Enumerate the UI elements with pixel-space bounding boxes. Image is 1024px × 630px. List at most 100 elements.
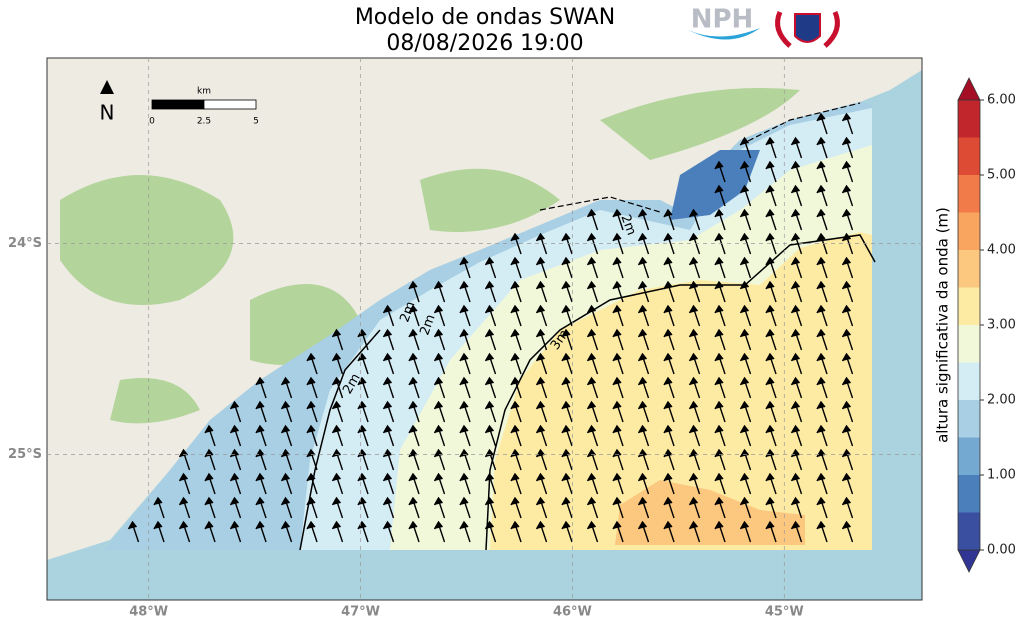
logo-nph: NPH [688, 5, 760, 40]
arrow [229, 400, 242, 423]
arrow [790, 400, 803, 423]
arrow [739, 304, 752, 327]
contour-label: 2m [617, 213, 638, 238]
north-arrow: N [100, 80, 115, 125]
arrow [586, 232, 599, 255]
arrow [688, 520, 701, 543]
arrow [714, 472, 726, 495]
north-label: N [100, 101, 115, 125]
arrow [688, 232, 701, 255]
colorbar-segment [958, 137, 980, 175]
arrow [459, 400, 471, 423]
arrow [637, 256, 650, 279]
band [490, 232, 872, 550]
colorbar-tick-label: 2.00 [987, 393, 1016, 408]
colorbar-label: altura significativa da onda (m) [934, 207, 952, 443]
colorbar-tick-label: 5.00 [987, 168, 1016, 183]
arrow [255, 424, 267, 447]
arrow [357, 352, 369, 375]
arrow [178, 472, 191, 495]
arrow [331, 520, 344, 543]
arrow [714, 520, 726, 543]
arrow [382, 520, 395, 543]
arrow [484, 400, 497, 423]
arrow [663, 496, 675, 519]
colorbar-segment [958, 400, 980, 438]
arrow [612, 472, 624, 495]
arrow [790, 256, 803, 279]
arrow [841, 472, 854, 495]
arrow [484, 256, 497, 279]
arrow [459, 280, 471, 303]
arrow [816, 424, 828, 447]
arrow [663, 232, 675, 255]
arrow [535, 376, 548, 399]
arrow [816, 112, 828, 135]
arrow [714, 256, 726, 279]
arrow [637, 304, 650, 327]
arrow [535, 304, 548, 327]
arrow [841, 160, 854, 183]
arrow [688, 424, 701, 447]
arrow [459, 472, 471, 495]
arrow [357, 328, 369, 351]
arrow [841, 520, 854, 543]
land [47, 58, 922, 560]
arrow [790, 208, 803, 231]
arrow [714, 424, 726, 447]
arrow [535, 232, 548, 255]
arrow [790, 496, 803, 519]
arrow [739, 400, 752, 423]
arrow [255, 400, 267, 423]
arrow [841, 328, 854, 351]
arrow [816, 304, 828, 327]
arrow [382, 496, 395, 519]
arrow [510, 520, 522, 543]
arrow [790, 136, 803, 159]
arrow [459, 376, 471, 399]
arrow [280, 496, 293, 519]
arrow [357, 496, 369, 519]
arrow [739, 328, 752, 351]
arrow [408, 472, 420, 495]
arrows [127, 112, 854, 543]
arrow [765, 208, 777, 231]
arrow [586, 400, 599, 423]
arrow [663, 376, 675, 399]
arrow [459, 448, 471, 471]
arrow [688, 472, 701, 495]
arrow [204, 520, 216, 543]
arrow [816, 472, 828, 495]
arrow [229, 472, 242, 495]
arrow [561, 304, 573, 327]
arrow [586, 448, 599, 471]
arrow [535, 424, 548, 447]
arrow [535, 472, 548, 495]
arrow [841, 280, 854, 303]
arrow [816, 280, 828, 303]
arrow [280, 520, 293, 543]
arrow [739, 208, 752, 231]
arrow [306, 424, 318, 447]
arrow [790, 376, 803, 399]
scale-tick-label: 0 [149, 117, 155, 127]
arrow [816, 328, 828, 351]
arrow [739, 280, 752, 303]
arrow [484, 280, 497, 303]
arrow [306, 472, 318, 495]
arrow [382, 400, 395, 423]
arrow [484, 304, 497, 327]
arrow [765, 160, 777, 183]
arrow [688, 352, 701, 375]
arrow [688, 328, 701, 351]
arrow [586, 496, 599, 519]
arrow [816, 520, 828, 543]
arrow [714, 328, 726, 351]
arrow [841, 184, 854, 207]
title-line: Modelo de ondas SWAN [355, 5, 615, 30]
arrow [535, 352, 548, 375]
arrow [586, 256, 599, 279]
arrow [765, 328, 777, 351]
arrow [459, 424, 471, 447]
arrow [306, 352, 318, 375]
